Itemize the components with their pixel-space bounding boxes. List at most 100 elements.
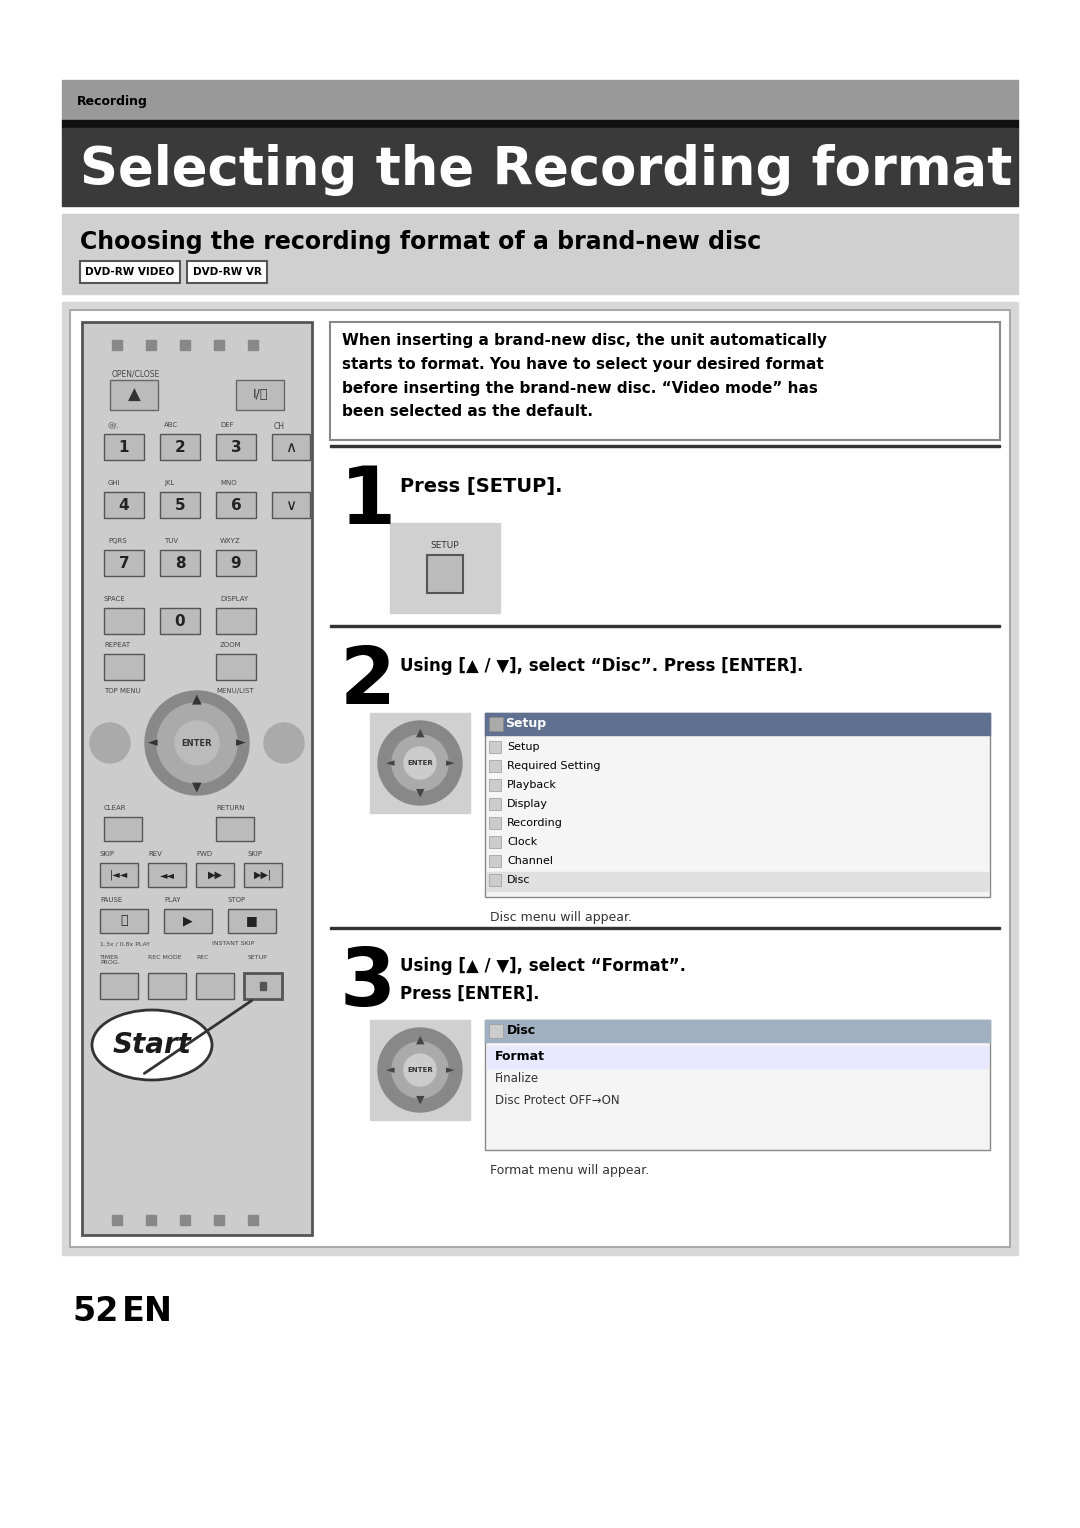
Text: ▲: ▲ bbox=[416, 1034, 424, 1045]
Circle shape bbox=[157, 703, 237, 782]
Text: ►: ► bbox=[446, 758, 455, 769]
Text: Clock: Clock bbox=[507, 837, 537, 847]
Text: DISPLAY: DISPLAY bbox=[220, 596, 248, 602]
Bar bbox=[164, 909, 212, 934]
Text: Recording: Recording bbox=[507, 817, 563, 828]
Text: Selecting the Recording format: Selecting the Recording format bbox=[80, 144, 1012, 196]
Bar bbox=[146, 341, 156, 350]
Text: Disc: Disc bbox=[507, 1024, 536, 1038]
Bar bbox=[330, 322, 1000, 440]
Circle shape bbox=[378, 1028, 462, 1112]
Bar bbox=[244, 973, 282, 999]
Bar bbox=[112, 341, 122, 350]
Text: Choosing the recording format of a brand-new disc: Choosing the recording format of a brand… bbox=[80, 231, 761, 254]
Bar bbox=[112, 1215, 122, 1225]
Bar bbox=[370, 714, 470, 813]
Bar bbox=[195, 973, 234, 999]
Bar bbox=[272, 434, 310, 460]
Circle shape bbox=[145, 691, 249, 795]
Text: FWD: FWD bbox=[195, 851, 212, 857]
Bar bbox=[489, 836, 501, 848]
Text: |◄◄: |◄◄ bbox=[110, 869, 129, 880]
Text: @/.: @/. bbox=[108, 422, 120, 429]
Bar bbox=[487, 1047, 988, 1068]
Text: MNO: MNO bbox=[220, 480, 237, 486]
Circle shape bbox=[264, 723, 303, 762]
Text: 1: 1 bbox=[340, 463, 396, 541]
Text: JKL: JKL bbox=[164, 480, 174, 486]
Text: WXYZ: WXYZ bbox=[220, 538, 241, 544]
Bar bbox=[330, 625, 1000, 626]
Bar bbox=[489, 717, 503, 730]
Bar bbox=[160, 608, 200, 634]
Text: OPEN/CLOSE: OPEN/CLOSE bbox=[112, 370, 160, 379]
Text: Using [▲ / ▼], select “Disc”. Press [ENTER].: Using [▲ / ▼], select “Disc”. Press [ENT… bbox=[400, 657, 804, 675]
Bar bbox=[160, 434, 200, 460]
Text: SKIP: SKIP bbox=[248, 851, 264, 857]
Bar bbox=[489, 741, 501, 753]
Bar bbox=[62, 214, 1018, 293]
Bar bbox=[489, 759, 501, 772]
Text: ▲: ▲ bbox=[127, 387, 140, 403]
Text: TUV: TUV bbox=[164, 538, 178, 544]
Bar bbox=[70, 310, 1010, 1247]
Text: ◄◄: ◄◄ bbox=[160, 869, 175, 880]
Text: Channel: Channel bbox=[507, 856, 553, 866]
Text: CH: CH bbox=[274, 422, 285, 431]
Bar bbox=[62, 121, 1018, 128]
Text: ENTER: ENTER bbox=[407, 1067, 433, 1073]
Bar bbox=[100, 973, 138, 999]
Bar bbox=[485, 1021, 990, 1151]
Text: PAUSE: PAUSE bbox=[100, 897, 122, 903]
Bar bbox=[160, 492, 200, 518]
Text: Playback: Playback bbox=[507, 779, 557, 790]
Bar bbox=[489, 856, 501, 866]
Text: before inserting the brand-new disc. “Video mode” has: before inserting the brand-new disc. “Vi… bbox=[342, 380, 818, 396]
Text: REC: REC bbox=[195, 955, 208, 960]
Bar bbox=[272, 492, 310, 518]
Text: ►: ► bbox=[446, 1065, 455, 1076]
Bar bbox=[104, 817, 141, 840]
Text: 2: 2 bbox=[175, 440, 186, 454]
Bar bbox=[370, 1021, 470, 1120]
Bar bbox=[146, 1215, 156, 1225]
Text: SETUP: SETUP bbox=[248, 955, 268, 960]
Bar bbox=[216, 492, 256, 518]
Circle shape bbox=[392, 735, 448, 792]
Text: ►: ► bbox=[237, 736, 246, 750]
Text: MENU/LIST: MENU/LIST bbox=[216, 688, 254, 694]
Text: Disc Protect OFF→ON: Disc Protect OFF→ON bbox=[495, 1094, 620, 1108]
Bar bbox=[180, 1215, 190, 1225]
Bar bbox=[248, 341, 258, 350]
Text: DEF: DEF bbox=[220, 422, 233, 428]
Bar bbox=[489, 817, 501, 830]
Bar bbox=[216, 654, 256, 680]
Text: 6: 6 bbox=[231, 498, 241, 512]
Text: STOP: STOP bbox=[228, 897, 246, 903]
Bar bbox=[216, 434, 256, 460]
Text: DVD-RW VR: DVD-RW VR bbox=[192, 267, 261, 277]
Text: 52: 52 bbox=[72, 1296, 119, 1328]
Text: 2: 2 bbox=[340, 643, 396, 721]
Bar bbox=[485, 1021, 990, 1042]
Text: ■: ■ bbox=[246, 914, 258, 927]
Bar bbox=[62, 79, 1018, 121]
Bar bbox=[148, 863, 186, 886]
Text: ⏸: ⏸ bbox=[120, 914, 127, 927]
Circle shape bbox=[404, 1054, 436, 1086]
Text: ▼: ▼ bbox=[416, 788, 424, 798]
Bar bbox=[487, 872, 988, 891]
Bar bbox=[489, 874, 501, 886]
Bar bbox=[244, 863, 282, 886]
Text: ENTER: ENTER bbox=[181, 738, 213, 747]
Text: EN: EN bbox=[122, 1296, 173, 1328]
Bar bbox=[100, 863, 138, 886]
Bar bbox=[216, 817, 254, 840]
Bar bbox=[104, 654, 144, 680]
Text: 4: 4 bbox=[119, 498, 130, 512]
Bar bbox=[148, 973, 186, 999]
Text: 1: 1 bbox=[119, 440, 130, 454]
Bar bbox=[62, 128, 1018, 206]
Text: GHI: GHI bbox=[108, 480, 121, 486]
Bar bbox=[485, 714, 990, 735]
